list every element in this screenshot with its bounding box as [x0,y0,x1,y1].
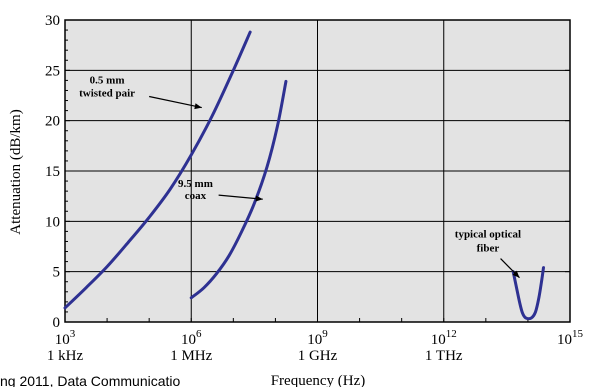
x-tick-sublabel: 1 kHz [47,348,84,364]
series-line-twisted [63,30,252,310]
tick-marks [64,19,571,323]
y-tick-label: 30 [45,13,60,29]
x-tick-sublabel: 1 THz [425,348,463,364]
y-tick-label: 15 [45,164,60,180]
y-axis-title: Attenuation (dB/km) [8,109,24,234]
x-tick-sublabel: 1 MHz [170,348,212,364]
x-tick-label: 109 [307,328,328,348]
annotation-twisted: twisted pair [79,88,135,100]
x-tick-label: 103 [55,328,76,348]
series-lines [63,30,545,321]
annotation-arrow-twisted [149,95,202,109]
y-tick-labels: 0 5 10 15 20 25 30 [45,13,60,331]
y-tick-label: 0 [53,315,61,331]
annotation-fiber: typical optical [455,228,521,240]
y-tick-label: 25 [45,63,60,79]
x-tick-label: 1012 [431,328,457,348]
annotation-twisted: 0.5 mm [90,74,125,86]
series-line-coax [189,79,288,300]
annotation-arrowhead-fiber [512,270,520,278]
annotation-arrowhead-twisted [194,103,202,110]
annotation-coax: 9.5 mm [178,178,213,190]
x-axis-title: Frequency (Hz) [271,373,366,387]
x-tick-label: 106 [181,328,202,348]
annotation-arrowhead-coax [255,195,263,202]
y-tick-label: 10 [45,214,60,230]
series-line-fiber [511,266,545,321]
footer-caption: ng 2011, Data Communicatio [0,373,180,387]
annotation-coax: coax [185,190,207,202]
annotation-fiber: fiber [477,243,500,255]
y-tick-label: 5 [53,265,61,281]
annotation-arrow-coax [218,194,263,200]
y-tick-label: 20 [45,114,60,130]
x-tick-label: 1015 [557,328,584,348]
gridlines [65,20,570,322]
x-tick-sublabel: 1 GHz [298,348,338,364]
